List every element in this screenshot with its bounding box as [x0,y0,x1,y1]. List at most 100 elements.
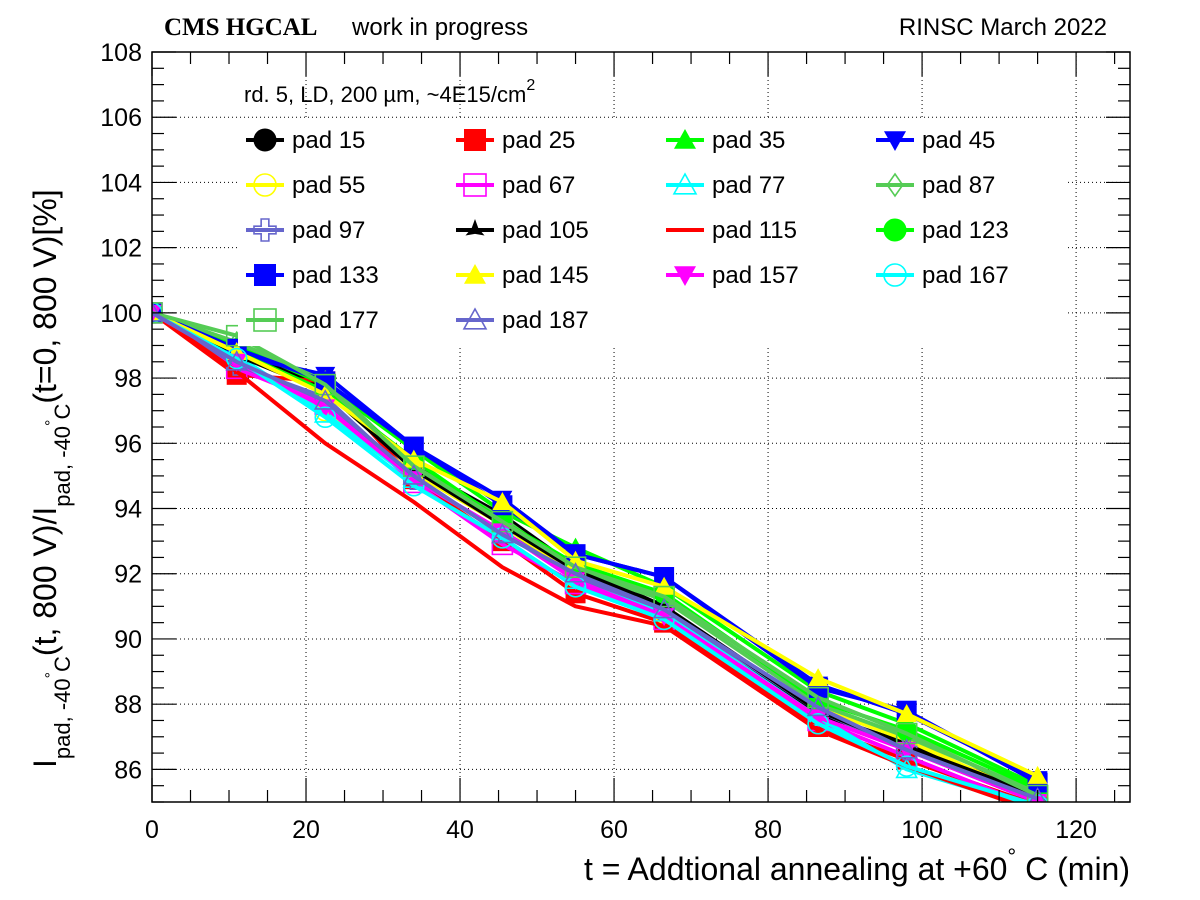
legend-entry: pad 15 [246,127,365,154]
data-point [672,172,698,195]
legend-entry: pad 45 [876,127,995,154]
y-tick-label: 98 [114,365,142,393]
legend-entry: pad 97 [246,217,365,244]
series-line [152,311,1039,801]
legend-label: pad 55 [292,172,365,199]
legend-entry: pad 35 [666,127,785,154]
legend-label: pad 97 [292,217,365,244]
legend-label: pad 15 [292,127,365,154]
series-pad-187 [152,301,1046,802]
x-tick-label: 100 [901,816,943,844]
data-point [225,347,248,370]
experiment-label: CMS HGCAL [164,14,317,41]
x-tick-label: 40 [446,816,474,844]
legend-entry: pad 167 [876,262,1009,289]
data-point [884,131,906,151]
legend-label: pad 25 [502,127,575,154]
data-point [152,301,164,322]
y-tick-label: 100 [100,300,142,328]
y-tick-label: 94 [114,496,142,524]
legend-label: pad 87 [922,172,995,199]
data-point [254,264,276,286]
data-point [253,218,277,242]
legend-entry: pad 145 [456,262,589,289]
legend-entry: pad 67 [456,172,575,199]
series-layer [152,301,1049,802]
legend-label: pad 67 [502,172,575,199]
legend-entry: pad 157 [666,262,799,289]
x-tick-label: 120 [1055,816,1097,844]
data-point [808,668,829,687]
x-tick-label: 20 [292,816,320,844]
data-point [895,738,919,759]
legend-label: pad 187 [502,307,589,334]
data-point [674,266,696,286]
series-line [152,311,1039,778]
data-point [564,562,587,583]
data-point [464,129,486,151]
data-point [653,585,675,608]
legend-label: pad 77 [712,172,785,199]
x-tick-label: 60 [600,816,628,844]
y-tick-label: 88 [114,691,142,719]
y-axis-title: Ipad, -40°C(t, 800 V)/Ipad, -40°C(t=0, 8… [27,189,75,768]
series-pad-115 [152,311,1016,802]
series-line [152,311,1016,802]
legend-label: pad 115 [712,217,797,244]
legend-label: pad 35 [712,127,785,154]
y-tick-label: 90 [114,626,142,654]
y-tick-label: 86 [114,756,142,784]
legend-label: pad 123 [922,217,1009,244]
data-point [314,406,337,429]
data-point [402,464,426,485]
legend-entry: pad 87 [876,172,995,199]
axes: 0 20 40 60 80 100 120 86 88 90 92 94 96 98 100 102 104 10… [100,39,1131,844]
y-tick-label: 92 [114,561,142,589]
data-point [491,522,514,544]
x-tick-label: 80 [754,816,782,844]
data-point [674,129,696,149]
x-axis-title: t = Addtional annealing at +60° C (min) [584,844,1130,887]
legend-entry: pad 133 [246,262,379,289]
series-line [152,311,1034,802]
y-tick-label: 106 [100,104,142,132]
data-point [253,128,277,152]
data-point [895,755,918,777]
data-point [491,510,514,533]
data-point [225,350,249,371]
legend-entry: pad 177 [246,307,379,334]
legend-header: rd. 5, LD, 200 µm, ~4E15/cm2 [244,77,535,107]
legend-entry: pad 55 [246,172,365,199]
data-point [807,712,829,735]
data-point [883,263,907,287]
data-point [883,218,907,242]
data-point [462,307,488,330]
data-point [463,173,487,197]
legend-entry: pad 25 [456,127,575,154]
legend-label: pad 145 [502,262,589,289]
legend-entry: pad 115 [666,217,797,244]
data-point [806,695,830,717]
legend-label: pad 133 [292,262,379,289]
data-point [895,722,918,745]
data-point [896,703,917,722]
data-point [492,492,513,510]
legend-label: pad 45 [922,127,995,154]
y-tick-label: 104 [100,169,142,197]
data-point [1029,787,1046,802]
data-point [1027,765,1048,784]
legend-label: pad 167 [922,262,1009,289]
series-line [152,310,1039,798]
status-label: work in progress [351,14,528,41]
data-point [314,373,337,396]
legend-label: pad 177 [292,307,379,334]
y-tick-label: 108 [100,39,142,67]
y-tick-label: 96 [114,430,142,458]
data-point [313,389,337,410]
data-point [315,371,336,392]
data-point [465,219,485,236]
legend-entry: pad 105 [456,217,589,244]
data-point [808,709,829,728]
legend-label: pad 105 [502,217,589,244]
